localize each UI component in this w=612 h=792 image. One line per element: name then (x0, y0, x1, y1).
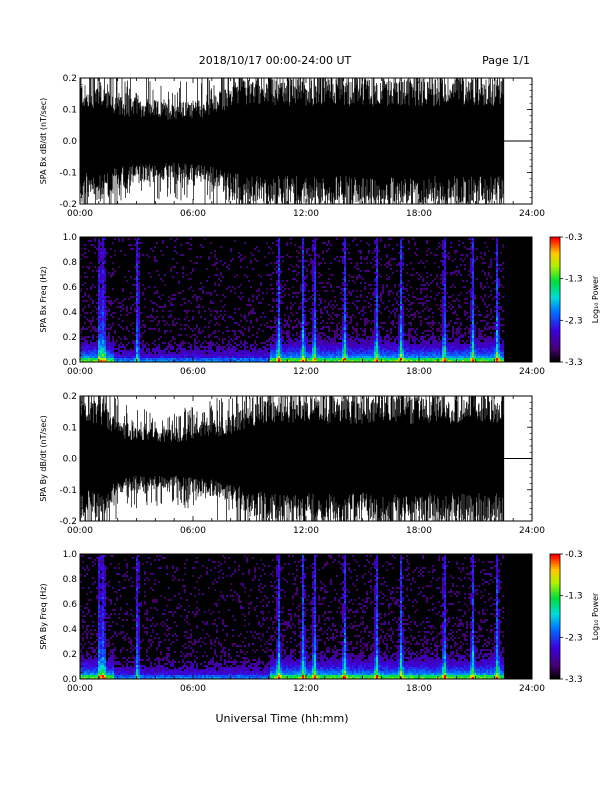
colorbar-tick-label: -1.3 (565, 275, 583, 285)
x-tick-label: 12:00 (293, 209, 319, 219)
x-tick-label: 00:00 (67, 367, 93, 377)
y-tick-label: 0.2 (63, 333, 77, 343)
x-axis-title: Universal Time (hh:mm) (216, 712, 349, 725)
y-tick-label: -0.2 (59, 517, 77, 527)
x-tick-label: 00:00 (67, 684, 93, 694)
x-tick-label: 12:00 (293, 526, 319, 536)
panel-by-dbdt: 00:00 06:00 12:00 18:00 24:00 -0.2 -0.1 0.0 0.1 0… (39, 392, 545, 536)
y-tick-label: -0.1 (59, 169, 77, 179)
y-axis-label: SPA Bx dB/dt (nT/sec) (39, 98, 48, 185)
y-tick-label: 1.0 (63, 550, 78, 560)
spectrogram-cells (80, 238, 504, 362)
y-tick-label: -0.2 (59, 200, 77, 210)
x-tick-label: 00:00 (67, 526, 93, 536)
y-tick-label: 0.4 (63, 625, 78, 635)
colorbar-label: Log₁₀ Power (591, 592, 600, 640)
y-tick-label: 1.0 (63, 233, 78, 243)
x-tick-label: 06:00 (180, 209, 206, 219)
x-tick-label: 18:00 (406, 209, 432, 219)
x-tick-label: 18:00 (406, 684, 432, 694)
colorbar-tick-label: -2.3 (565, 633, 583, 643)
figure-title: 2018/10/17 00:00-24:00 UT (199, 54, 352, 67)
colorbar-label: Log₁₀ Power (591, 275, 600, 323)
x-tick-label: 18:00 (406, 526, 432, 536)
y-axis-label: SPA Bx Freq (Hz) (39, 266, 48, 332)
y-axis-label: SPA By Freq (Hz) (39, 583, 48, 649)
page-number: Page 1/1 (482, 54, 530, 67)
y-tick-label: 0.0 (63, 675, 78, 685)
colorbar-tick-label: -2.3 (565, 316, 583, 326)
colorbar-tick-label: -0.3 (565, 550, 583, 560)
y-axis-label: SPA By dB/dt (nT/sec) (39, 415, 48, 502)
x-tick-label: 24:00 (519, 209, 545, 219)
panel-by-spectrogram: -0.3 -1.3 -2.3 -3.3 Log₁₀ Power 00:00 06:00 12:… (39, 550, 600, 694)
colorbar: -0.3 -1.3 -2.3 -3.3 Log₁₀ Power (549, 550, 600, 685)
x-tick-label: 12:00 (293, 367, 319, 377)
y-tick-label: 0.8 (63, 258, 78, 268)
colorbar: -0.3 -1.3 -2.3 -3.3 Log₁₀ Power (549, 233, 600, 368)
panel-bx-spectrogram: -0.3 -1.3 -2.3 -3.3 Log₁₀ Power 00:00 06:00 12:… (39, 233, 600, 377)
y-tick-label: 0.1 (63, 423, 77, 433)
panel-bx-dbdt: 00:00 06:00 12:00 18:00 24:00 -0.2 -0.1 0.0 0.1 0… (39, 74, 545, 219)
colorbar-tick-label: -1.3 (565, 592, 583, 602)
x-tick-label: 24:00 (519, 526, 545, 536)
y-tick-label: 0.2 (63, 74, 77, 84)
y-tick-label: 0.2 (63, 392, 77, 402)
x-tick-label: 06:00 (180, 684, 206, 694)
y-tick-label: 0.4 (63, 308, 78, 318)
y-tick-label: 0.0 (63, 455, 78, 465)
y-tick-label: 0.0 (63, 137, 78, 147)
y-tick-label: -0.1 (59, 486, 77, 496)
colorbar-tick-label: -3.3 (565, 675, 583, 685)
x-tick-label: 24:00 (519, 367, 545, 377)
x-tick-label: 06:00 (180, 526, 206, 536)
y-tick-label: 0.0 (63, 358, 78, 368)
colorbar-tick-label: -0.3 (565, 233, 583, 243)
colorbar-tick-label: -3.3 (565, 358, 583, 368)
y-tick-label: 0.6 (63, 600, 78, 610)
x-tick-label: 24:00 (519, 684, 545, 694)
x-tick-label: 00:00 (67, 209, 93, 219)
x-tick-label: 18:00 (406, 367, 432, 377)
x-tick-label: 12:00 (293, 684, 319, 694)
y-tick-label: 0.6 (63, 283, 78, 293)
y-tick-label: 0.8 (63, 575, 78, 585)
x-tick-label: 06:00 (180, 367, 206, 377)
spectrogram-cells (80, 555, 504, 679)
y-tick-label: 0.2 (63, 650, 77, 660)
y-tick-label: 0.1 (63, 106, 77, 116)
